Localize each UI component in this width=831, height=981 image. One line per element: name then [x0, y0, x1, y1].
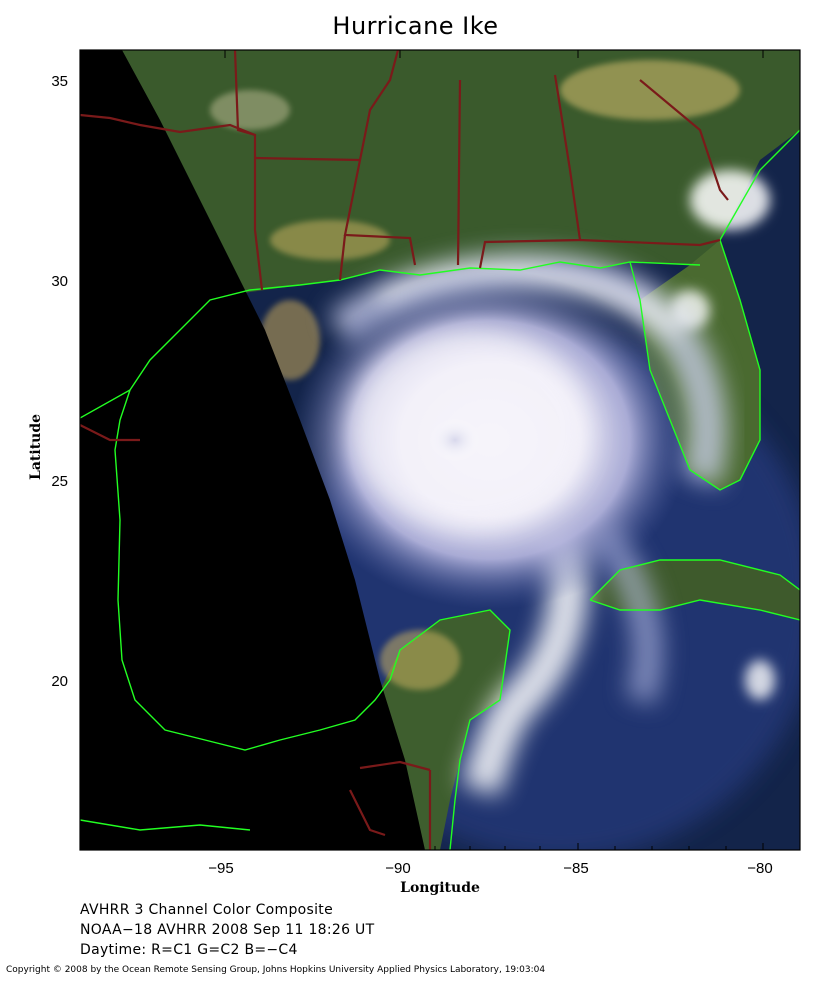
y-axis-ticks: [80, 79, 87, 801]
map-imagery: [80, 50, 800, 850]
x-tick-label: −95: [208, 860, 233, 877]
y-tick-label: 30: [51, 273, 68, 290]
cuba-coastline: [589, 559, 800, 621]
x-tick-label: −85: [563, 860, 588, 877]
hurricane-eye: [429, 418, 481, 462]
copyright-notice: Copyright © 2008 by the Ocean Remote Sen…: [6, 965, 546, 975]
info-line-date: NOAA−18 AVHRR 2008 Sep 11 18:26 UT: [80, 922, 375, 938]
scattered-clouds: [670, 170, 775, 700]
florida-coastline: [629, 239, 761, 491]
inner-ticks: [224, 50, 764, 58]
y-tick-label: 35: [51, 73, 68, 90]
x-tick-label: −80: [747, 860, 772, 877]
no-data-swath: [80, 50, 425, 850]
map-title: Hurricane Ike: [332, 12, 499, 40]
pacific-coastline: [80, 819, 251, 831]
atlantic-coastline: [719, 129, 800, 241]
x-axis-ticks: [119, 843, 764, 850]
info-line-sensor: AVHRR 3 Channel Color Composite: [80, 902, 333, 918]
info-line-channels: Daytime: R=C1 G=C2 B=−C4: [80, 942, 298, 958]
y-tick-labels: 35 30 25 20: [51, 73, 68, 690]
map-frame: [79, 49, 801, 851]
mexico-gulf-coastline: [114, 389, 391, 751]
y-tick-label: 25: [51, 473, 68, 490]
us-gulf-coastline: [80, 261, 701, 419]
political-borders: [80, 50, 729, 850]
y-tick-label: 20: [51, 673, 68, 690]
x-axis-label: Longitude: [400, 880, 480, 896]
x-tick-labels: −95 −90 −85 −80: [208, 860, 772, 877]
y-axis-label: Latitude: [28, 413, 44, 480]
yucatan-coastline: [389, 609, 511, 850]
x-tick-label: −90: [385, 860, 410, 877]
us-landmass: [80, 50, 800, 420]
cloud-streaks: [210, 60, 740, 690]
